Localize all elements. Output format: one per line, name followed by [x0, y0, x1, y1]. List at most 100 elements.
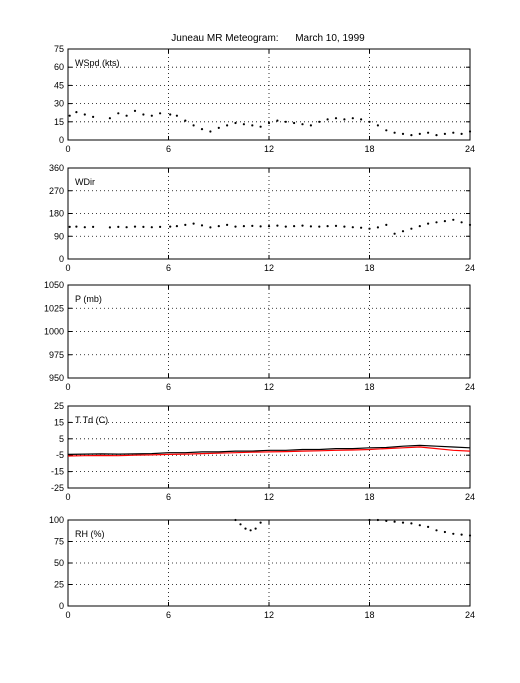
panel-label: WDir — [75, 177, 95, 187]
data-point — [410, 227, 413, 230]
x-tick-label: 6 — [166, 492, 171, 502]
data-point — [343, 225, 346, 228]
y-tick-label: 25 — [54, 580, 64, 590]
data-point — [242, 225, 245, 228]
x-tick-label: 18 — [364, 492, 374, 502]
data-point — [284, 225, 287, 228]
panel-label: RH (%) — [75, 529, 105, 539]
data-point — [68, 225, 71, 228]
data-point — [276, 119, 279, 122]
x-tick-label: 12 — [264, 144, 274, 154]
y-tick-label: 0 — [59, 254, 64, 264]
data-point — [184, 223, 187, 226]
data-point — [242, 123, 245, 126]
data-point — [452, 532, 455, 535]
data-point — [68, 114, 71, 117]
data-point — [385, 519, 388, 523]
data-point — [401, 521, 405, 524]
data-point — [435, 134, 438, 137]
panel-label: P (mb) — [75, 294, 102, 304]
data-point — [159, 225, 162, 228]
y-tick-label: -15 — [51, 467, 64, 477]
data-point — [376, 518, 379, 522]
data-point — [192, 222, 195, 225]
y-tick-label: 75 — [54, 537, 64, 547]
data-point — [376, 124, 379, 127]
data-point — [443, 220, 446, 223]
data-point — [150, 226, 153, 229]
data-point — [418, 524, 421, 527]
data-point — [301, 123, 304, 126]
data-point — [125, 226, 128, 229]
data-point — [83, 113, 86, 116]
data-point — [326, 118, 329, 121]
y-tick-label: -25 — [51, 483, 64, 493]
data-point — [234, 225, 237, 228]
x-tick-label: 24 — [465, 263, 475, 273]
data-point — [293, 121, 296, 125]
data-point — [293, 225, 296, 228]
data-point — [435, 221, 438, 224]
data-point — [326, 225, 329, 228]
data-point — [368, 227, 371, 230]
y-tick-label: -5 — [56, 450, 64, 460]
data-point — [117, 112, 120, 115]
data-point — [251, 124, 254, 127]
data-point — [376, 226, 379, 229]
y-tick-label: 100 — [49, 515, 64, 525]
y-tick-label: 1025 — [44, 303, 64, 313]
y-tick-label: 950 — [49, 373, 64, 383]
panel-label: WSpd (kts) — [75, 58, 120, 68]
data-point — [142, 113, 145, 116]
data-point — [92, 225, 95, 228]
y-tick-label: 90 — [54, 231, 64, 241]
data-point — [251, 224, 254, 227]
data-point — [276, 224, 279, 227]
data-point — [150, 114, 153, 117]
data-point — [226, 124, 229, 127]
y-tick-label: 15 — [54, 117, 64, 127]
data-point — [468, 223, 472, 226]
data-point — [393, 232, 396, 235]
data-point — [468, 130, 472, 133]
data-point — [401, 230, 405, 233]
data-point — [217, 126, 220, 129]
data-point — [418, 132, 421, 135]
panel-5: 0 6 12 18 24 0 25 50 75 100 RH (%) — [49, 515, 475, 620]
data-point — [75, 225, 78, 228]
data-point — [200, 128, 204, 131]
x-tick-label: 12 — [264, 382, 274, 392]
data-point — [393, 520, 396, 523]
y-tick-label: 0 — [59, 601, 64, 611]
x-tick-label: 0 — [65, 144, 70, 154]
y-tick-label: 30 — [54, 99, 64, 109]
data-point — [175, 114, 178, 117]
data-point — [267, 225, 271, 228]
data-point — [460, 132, 463, 135]
data-point — [169, 113, 172, 116]
panel-4: 0 6 12 18 24 -25 -15 -5 5 15 25 T Td (C) — [51, 401, 475, 502]
y-tick-label: 0 — [59, 135, 64, 145]
x-tick-label: 12 — [264, 610, 274, 620]
data-point — [234, 518, 237, 522]
x-tick-label: 6 — [166, 382, 171, 392]
y-tick-label: 270 — [49, 186, 64, 196]
data-point — [427, 525, 430, 529]
data-point — [254, 527, 257, 530]
data-point — [133, 225, 137, 228]
data-point — [452, 218, 455, 221]
data-point — [401, 132, 405, 135]
x-tick-label: 12 — [264, 263, 274, 273]
data-point — [460, 221, 463, 224]
data-point — [435, 529, 438, 532]
data-point — [284, 120, 287, 123]
data-point — [133, 109, 137, 112]
data-point — [234, 121, 237, 125]
plot-frame — [67, 48, 471, 141]
x-tick-label: 18 — [364, 610, 374, 620]
data-point — [267, 121, 271, 125]
data-point — [360, 118, 363, 121]
x-tick-label: 24 — [465, 382, 475, 392]
data-point — [259, 225, 262, 228]
data-point — [351, 226, 354, 229]
